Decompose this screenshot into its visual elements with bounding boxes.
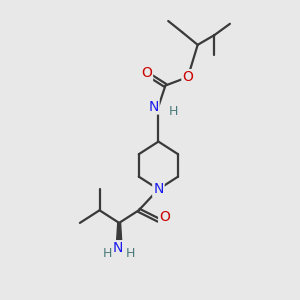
Text: O: O [159, 210, 170, 224]
Text: O: O [141, 66, 152, 80]
Polygon shape [117, 223, 122, 241]
Text: H: H [126, 247, 136, 260]
Text: O: O [182, 70, 193, 84]
Text: H: H [169, 105, 178, 118]
Text: N: N [112, 241, 123, 255]
Text: H: H [103, 247, 112, 260]
Text: N: N [148, 100, 159, 113]
Text: N: N [153, 182, 164, 196]
